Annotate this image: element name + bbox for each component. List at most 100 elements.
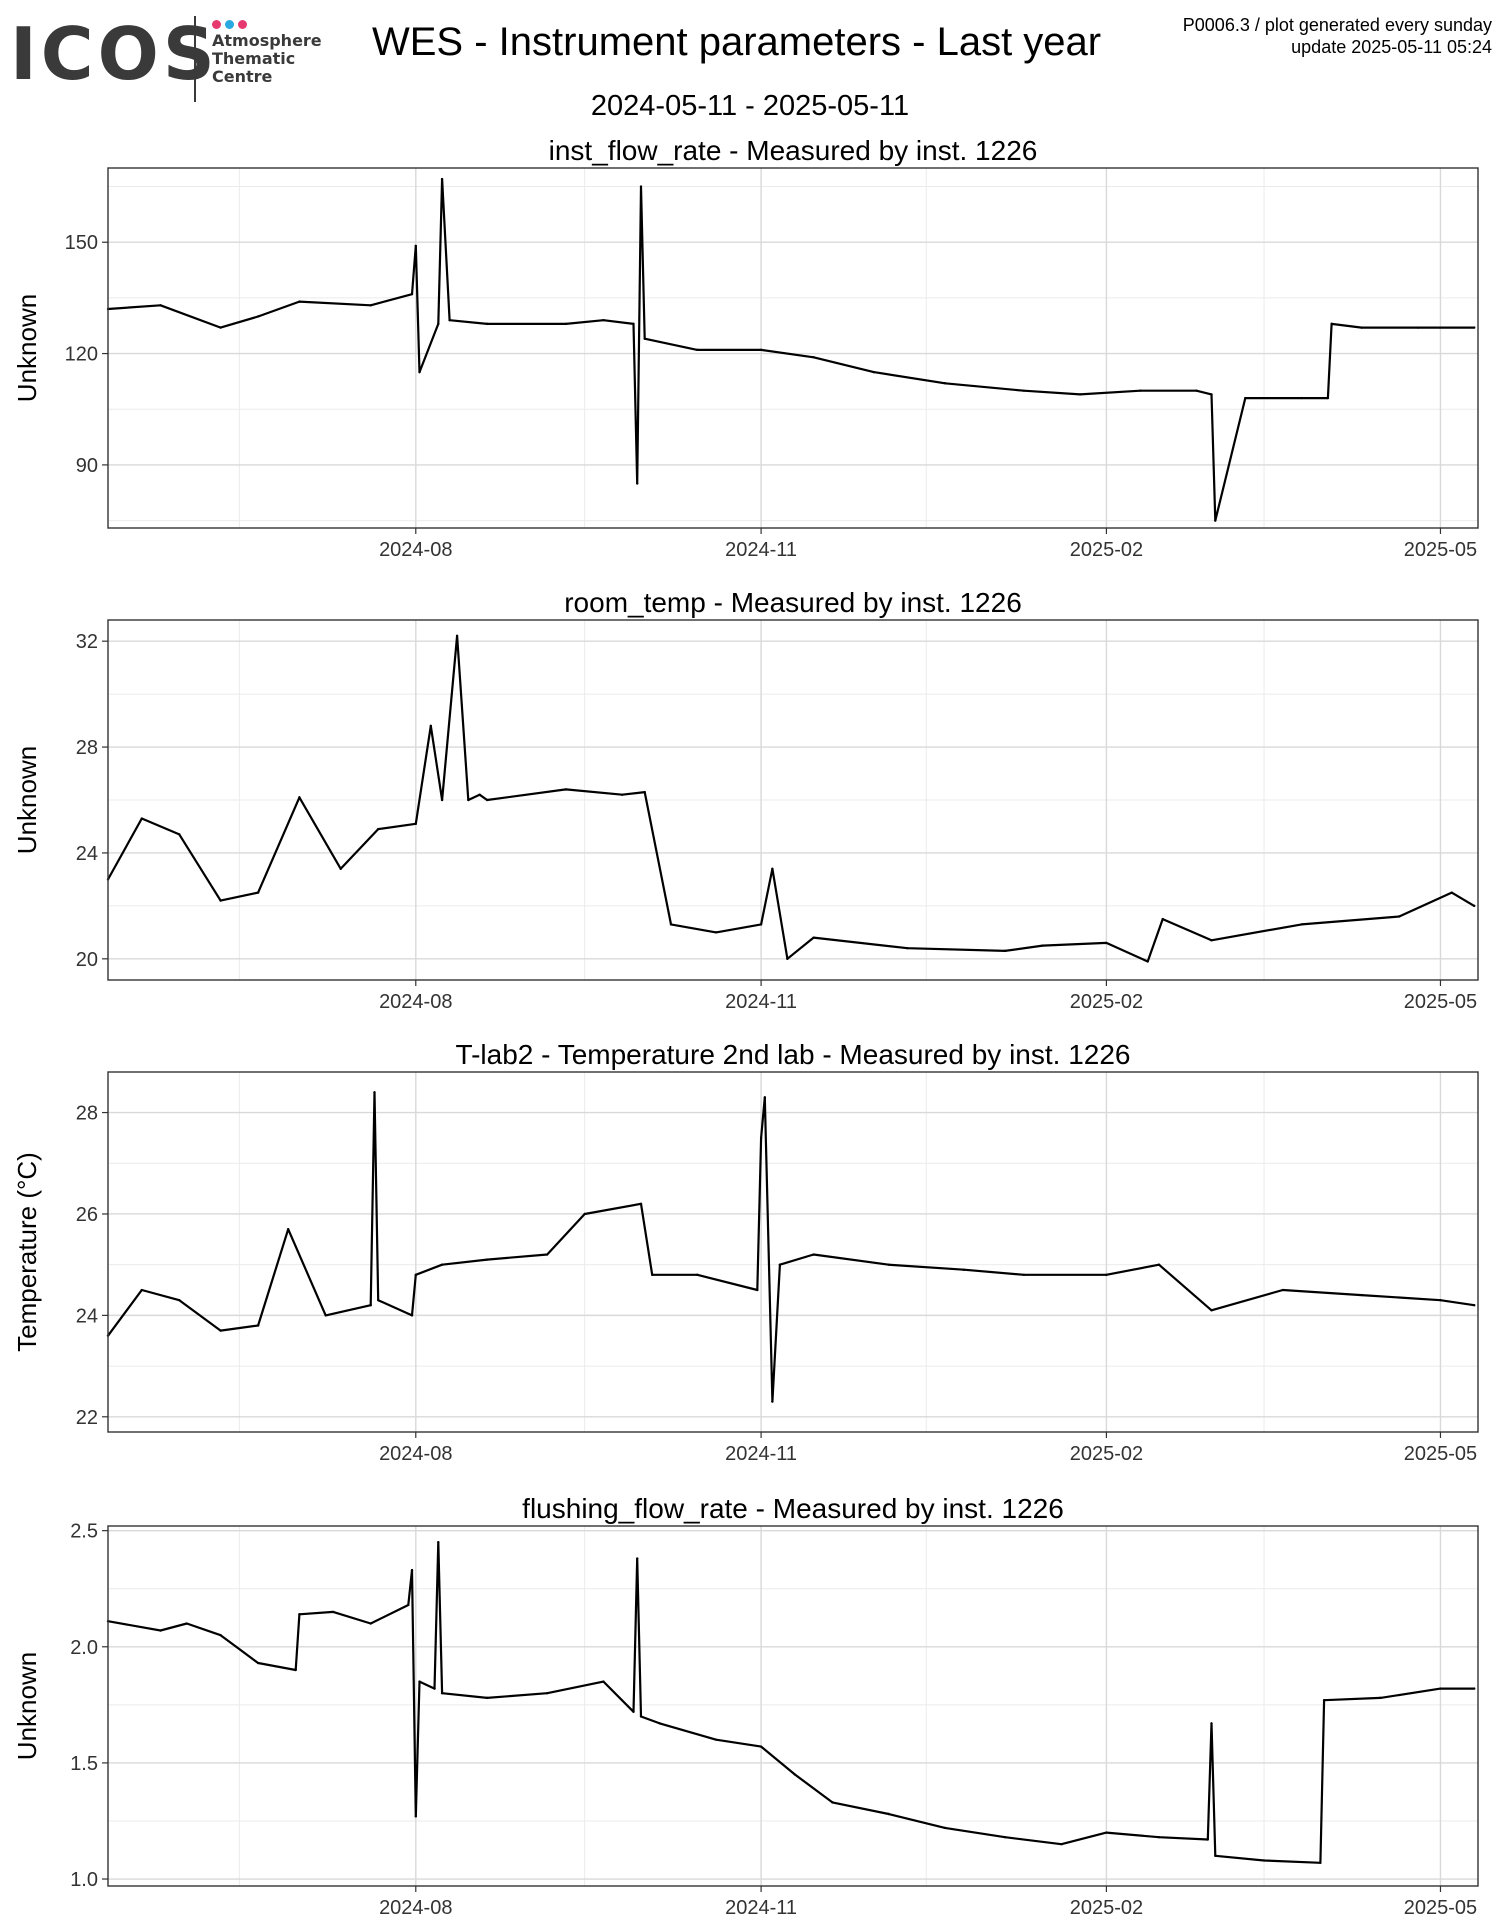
y-tick-label: 150 — [65, 232, 98, 254]
data-point — [1214, 1854, 1217, 1858]
y-tick-label: 1.0 — [70, 1869, 98, 1891]
data-point — [286, 1227, 290, 1231]
x-tick-label: 2025-02 — [1070, 539, 1143, 561]
logo-subtitle: Atmosphere Thematic Centre — [212, 32, 322, 86]
data-point — [583, 1212, 586, 1216]
data-point — [418, 1680, 421, 1683]
data-point — [643, 790, 646, 794]
data-point — [1105, 1831, 1108, 1834]
data-point — [759, 1745, 763, 1748]
data-point — [410, 292, 414, 296]
y-axis-label: Temperature (°C) — [12, 1152, 42, 1352]
data-point — [1262, 1859, 1266, 1862]
data-point — [414, 822, 417, 826]
data-point — [1157, 1263, 1161, 1266]
data-point — [429, 724, 432, 728]
data-point — [696, 348, 699, 352]
panel-border — [107, 619, 1479, 981]
logo-dot — [238, 20, 247, 29]
y-axis-label: Unknown — [12, 746, 42, 854]
y-tick-label: 24 — [76, 1305, 98, 1327]
data-point — [1439, 1298, 1442, 1302]
y-axis-label: Unknown — [12, 1652, 42, 1760]
data-point — [759, 923, 763, 926]
data-point — [696, 1273, 699, 1277]
logo-dots — [212, 16, 251, 34]
data-point — [140, 817, 143, 820]
data-point — [298, 1613, 301, 1616]
data-point — [256, 1324, 260, 1327]
y-tick-label: 22 — [76, 1407, 98, 1429]
logo-dot — [212, 20, 221, 29]
data-point — [1300, 396, 1303, 400]
data-point — [440, 798, 444, 802]
data-point — [812, 1253, 815, 1256]
data-point — [831, 1801, 834, 1804]
y-axis-label: Unknown — [12, 294, 42, 402]
data-point — [771, 1400, 774, 1403]
plot-area — [108, 168, 1478, 528]
data-point — [256, 891, 260, 894]
data-point — [621, 793, 624, 796]
y-tick-label: 28 — [76, 1103, 98, 1125]
data-point — [1210, 1309, 1213, 1312]
data-point — [759, 1136, 763, 1140]
data-point — [219, 1329, 222, 1332]
data-point — [485, 1258, 489, 1261]
data-point — [478, 793, 481, 796]
icos-logo-text: ICOS — [10, 12, 219, 96]
data-point — [771, 867, 774, 871]
data-point — [485, 798, 489, 802]
data-point — [414, 1273, 417, 1277]
data-point — [1022, 389, 1026, 392]
data-point — [714, 931, 718, 934]
data-point — [1206, 1838, 1209, 1841]
data-point — [332, 1610, 335, 1614]
chart-flushing-flow-rate: flushing_flow_rate - Measured by inst. 1… — [12, 1494, 1479, 1914]
data-point — [943, 382, 947, 385]
data-point — [1041, 944, 1044, 947]
panel-border — [107, 167, 1479, 529]
data-point — [632, 322, 635, 326]
data-point — [414, 244, 417, 248]
data-point — [643, 337, 646, 340]
panel-border — [107, 1071, 1479, 1433]
x-tick-label: 2024-08 — [379, 539, 452, 561]
y-tick-label: 120 — [65, 344, 98, 366]
data-point — [369, 1304, 372, 1307]
x-tick-label: 2025-05 — [1404, 1897, 1477, 1914]
data-point — [437, 322, 440, 326]
data-point — [1360, 326, 1363, 329]
data-point — [1322, 1698, 1326, 1702]
data-point — [1281, 1288, 1285, 1292]
data-point — [219, 899, 222, 902]
data-point — [1210, 939, 1213, 942]
data-point — [440, 177, 444, 181]
data-point — [407, 1603, 410, 1607]
data-point — [1210, 1722, 1213, 1725]
data-point — [1450, 891, 1453, 894]
data-point — [812, 936, 815, 939]
logo-dot — [225, 20, 234, 29]
data-point — [1379, 1696, 1382, 1700]
data-point — [778, 1263, 782, 1266]
data-point — [410, 1314, 414, 1317]
data-point — [1416, 326, 1420, 329]
data-point — [373, 1091, 376, 1094]
data-point — [339, 867, 342, 871]
data-point — [887, 1263, 890, 1266]
data-point — [1319, 1861, 1322, 1864]
data-point — [658, 1722, 661, 1725]
data-point — [1210, 393, 1213, 396]
data-point — [759, 348, 763, 352]
x-tick-label: 2025-05 — [1404, 539, 1477, 561]
data-point — [485, 322, 489, 326]
data-point — [298, 796, 301, 799]
data-point — [324, 1314, 327, 1317]
data-point — [1439, 1687, 1442, 1690]
chart-title: flushing_flow_rate - Measured by inst. 1… — [522, 1494, 1064, 1524]
data-point — [440, 1263, 444, 1266]
data-point — [632, 1710, 635, 1714]
data-point — [669, 923, 673, 926]
data-point — [448, 318, 451, 322]
